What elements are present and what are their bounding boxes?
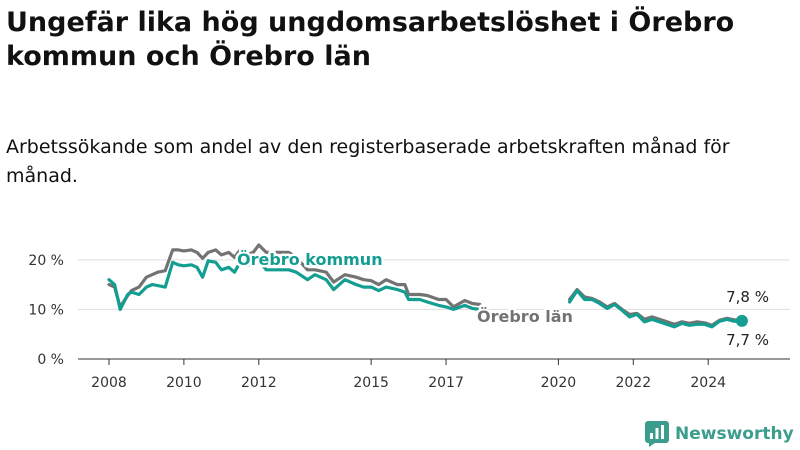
x-tick-label: 2010 xyxy=(166,375,202,391)
x-tick-label: 2012 xyxy=(241,375,277,391)
x-tick-label: 2024 xyxy=(690,375,726,391)
x-tick-label: 2015 xyxy=(353,375,389,391)
latest-value-dot xyxy=(735,314,748,327)
end-value-kommun: 7,7 % xyxy=(726,331,769,349)
x-tick-label: 2022 xyxy=(615,375,651,391)
grid-layer xyxy=(78,259,790,360)
chart-title: Ungefär lika hög ungdomsarbetslöshet i Ö… xyxy=(6,7,735,72)
axis-layer: 0 % 10 % 20 % 2008 2010 2012 2015 2017 2020 2022 2… xyxy=(28,253,726,391)
series-label-lan: Örebro län xyxy=(477,307,573,326)
x-tick-label: 2020 xyxy=(541,375,577,391)
series-label-kommun: Örebro kommun xyxy=(237,250,383,269)
brand-name: Newsworthy xyxy=(675,424,794,444)
bar-chart-logo-icon xyxy=(645,421,669,447)
series-line-kommun_b xyxy=(567,289,744,329)
chart-subtitle: Arbetssökande som andel av den registerb… xyxy=(6,136,730,187)
label-layer: Örebro kommun Örebro län 7,8 % 7,7 % xyxy=(235,248,770,350)
x-tick-label: 2017 xyxy=(428,375,464,391)
x-tick-label: 2008 xyxy=(91,375,127,391)
y-tick-label: 0 % xyxy=(37,352,64,368)
y-tick-label: 20 % xyxy=(28,253,64,269)
y-tick-label: 10 % xyxy=(28,302,64,318)
newsworthy-brand: Newsworthy xyxy=(645,420,794,448)
end-value-lan: 7,8 % xyxy=(726,288,769,306)
series-layer xyxy=(107,243,748,329)
series-line-kommun xyxy=(107,259,482,311)
series-line-lan xyxy=(107,243,482,309)
